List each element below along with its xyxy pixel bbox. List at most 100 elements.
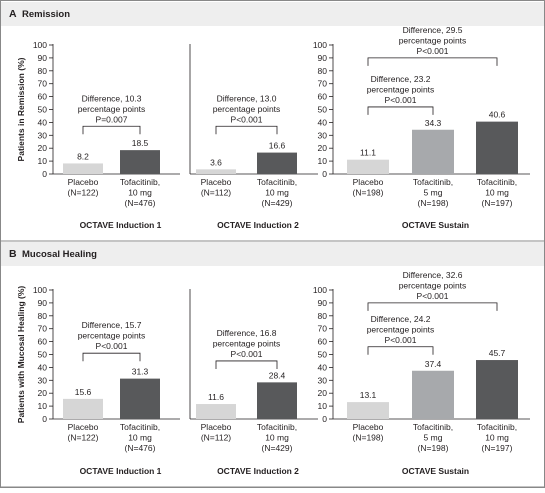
- comparison-label: Difference, 32.6: [403, 270, 463, 280]
- panel-header-background: [1, 2, 544, 26]
- bar-value-label: 15.6: [75, 387, 92, 397]
- y-tick-label: 90: [38, 53, 48, 63]
- x-category-label: 10 mg: [265, 188, 289, 198]
- y-tick-label: 10: [38, 156, 48, 166]
- x-category-label: 10 mg: [128, 188, 152, 198]
- comparison-label: percentage points: [367, 84, 435, 94]
- chart-4: B Mucosal Healing Patients with Mucosal He…: [1, 242, 544, 488]
- y-tick-label: 80: [318, 311, 328, 321]
- comparison-label: percentage points: [367, 324, 435, 334]
- bar-value-label: 34.3: [425, 118, 442, 128]
- bar-value-label: 37.4: [425, 359, 442, 369]
- y-tick-label: 0: [42, 169, 47, 179]
- chart-2: 3.6 Placebo(N=112) 16.6 Tofacitinib,10 mg(N…: [189, 44, 318, 230]
- bar: [412, 370, 454, 419]
- comparison-label: Difference, 15.7: [82, 320, 142, 330]
- y-tick-label: 30: [38, 130, 48, 140]
- bar: [476, 121, 518, 174]
- comparison-bracket: [367, 346, 434, 355]
- comparison-label: P<0.001: [417, 46, 449, 56]
- comparison-label: Difference, 10.3: [82, 93, 142, 103]
- y-axis-title: Patients in Remission (%): [16, 57, 26, 161]
- y-tick-label: 20: [318, 388, 328, 398]
- comparison-bracket: [367, 302, 498, 311]
- comparison-label: Difference, 16.8: [217, 328, 277, 338]
- comparison-label: percentage points: [78, 331, 146, 341]
- bar-value-label: 11.1: [360, 148, 376, 158]
- y-tick-label: 0: [322, 169, 327, 179]
- comparison-label: Difference, 29.5: [403, 25, 463, 35]
- comparison-bracket: [215, 125, 278, 135]
- y-tick-label: 40: [318, 362, 328, 372]
- x-category-label: Tofacitinib,: [120, 177, 160, 187]
- panel-header-background: [1, 242, 544, 266]
- x-category-label: 5 mg: [424, 433, 443, 443]
- bar-value-label: 16.6: [269, 141, 286, 151]
- comparison-label: P<0.001: [231, 349, 263, 359]
- comparison-label: Difference, 13.0: [217, 93, 277, 103]
- chart-title: OCTAVE Induction 1: [80, 466, 162, 476]
- y-tick-label: 40: [38, 117, 48, 127]
- bar-value-label: 31.3: [132, 367, 149, 377]
- x-category-label: Tofacitinib,: [257, 422, 297, 432]
- y-tick-label: 90: [318, 53, 328, 63]
- comparison-bracket: [215, 360, 278, 369]
- bar-value-label: 45.7: [489, 348, 506, 358]
- y-tick-label: 60: [318, 92, 328, 102]
- chart-title: OCTAVE Sustain: [402, 466, 469, 476]
- panel-title: Remission: [22, 9, 70, 20]
- y-tick-label: 20: [318, 143, 328, 153]
- y-tick-label: 60: [318, 337, 328, 347]
- y-tick-label: 50: [38, 105, 48, 115]
- comparison-label: P<0.001: [385, 95, 417, 105]
- y-axis-title: Patients with Mucosal Healing (%): [16, 286, 26, 424]
- x-category-label: (N=476): [125, 198, 156, 208]
- y-tick-label: 100: [33, 40, 47, 50]
- y-tick-label: 20: [38, 143, 48, 153]
- comparison-label: percentage points: [213, 338, 281, 348]
- y-tick-label: 40: [38, 362, 48, 372]
- bar: [347, 159, 389, 174]
- comparison-label: percentage points: [213, 104, 281, 114]
- y-tick-label: 30: [38, 375, 48, 385]
- y-tick-label: 10: [38, 401, 48, 411]
- chart-title: OCTAVE Induction 2: [217, 220, 299, 230]
- comparison-bracket: [367, 57, 498, 66]
- comparison-label: Difference, 24.2: [371, 314, 431, 324]
- x-category-label: Tofacitinib,: [413, 422, 453, 432]
- x-category-label: 10 mg: [485, 433, 509, 443]
- y-tick-label: 70: [318, 79, 328, 89]
- x-category-label: Placebo: [353, 422, 384, 432]
- y-tick-label: 60: [38, 337, 48, 347]
- bar-value-label: 8.2: [77, 151, 89, 161]
- y-tick-label: 100: [33, 285, 47, 295]
- comparison-label: Difference, 23.2: [371, 74, 431, 84]
- x-category-label: Tofacitinib,: [477, 422, 517, 432]
- y-tick-label: 60: [38, 92, 48, 102]
- comparison-bracket: [82, 352, 141, 362]
- bar: [257, 382, 297, 419]
- x-category-label: (N=112): [201, 188, 231, 198]
- x-category-label: Tofacitinib,: [477, 177, 517, 187]
- x-category-label: (N=122): [68, 188, 99, 198]
- comparison-bracket: [367, 106, 434, 115]
- x-category-label: (N=122): [68, 433, 99, 443]
- y-tick-label: 10: [318, 401, 328, 411]
- comparison-bracket: [82, 125, 141, 135]
- bar: [196, 404, 236, 419]
- x-category-label: Placebo: [68, 422, 99, 432]
- bar-value-label: 13.1: [360, 390, 377, 400]
- x-category-label: (N=197): [482, 198, 513, 208]
- y-tick-label: 10: [318, 156, 328, 166]
- chart-6: 010203040506070809010013.1Placebo(N=198)…: [313, 270, 530, 476]
- x-category-label: (N=198): [418, 198, 449, 208]
- y-tick-label: 70: [38, 324, 48, 334]
- x-category-label: (N=198): [353, 433, 384, 443]
- y-tick-label: 100: [313, 40, 327, 50]
- panel-letter: A: [9, 8, 17, 20]
- y-tick-label: 70: [38, 79, 48, 89]
- comparison-label: P<0.001: [417, 291, 449, 301]
- x-category-label: (N=198): [353, 188, 384, 198]
- y-tick-label: 30: [318, 375, 328, 385]
